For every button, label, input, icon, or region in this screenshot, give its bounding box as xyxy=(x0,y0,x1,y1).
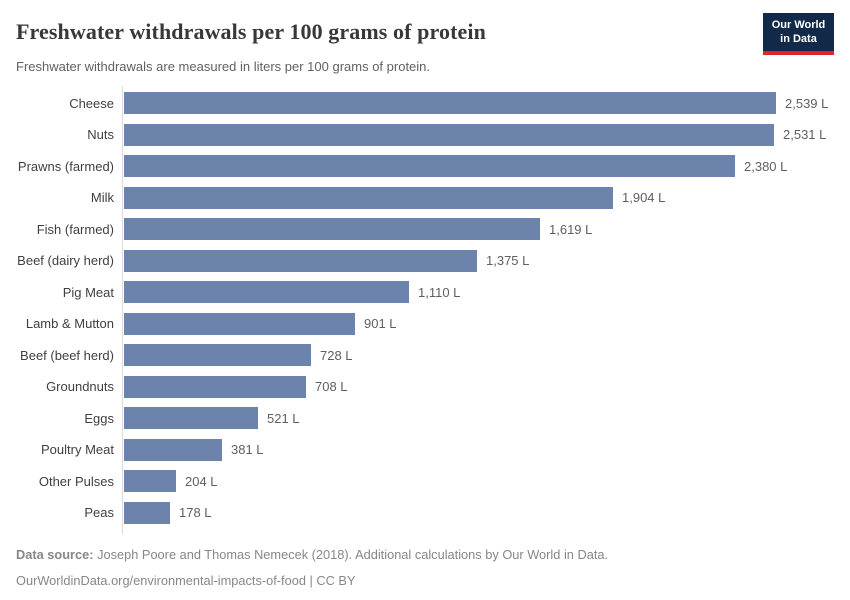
value-label: 2,539 L xyxy=(785,95,829,111)
category-label: Poultry Meat xyxy=(41,442,114,458)
y-axis-line xyxy=(122,85,123,534)
category-label: Pig Meat xyxy=(62,284,114,300)
bar-row: Pig Meat 1,110 L xyxy=(16,277,834,309)
category-label: Eggs xyxy=(84,410,114,426)
category-label: Other Pulses xyxy=(38,473,114,489)
page-title: Freshwater withdrawals per 100 grams of … xyxy=(16,19,486,44)
bar-track: 728 L xyxy=(124,340,834,372)
value-label: 901 L xyxy=(364,316,397,332)
bar-rows: Cheese 2,539 L Nuts 2,531 L Prawns (farmed) 2… xyxy=(16,88,834,529)
category-label: Prawns (farmed) xyxy=(17,158,114,174)
bar-track: 204 L xyxy=(124,466,834,498)
bar-track: 1,375 L xyxy=(124,245,834,277)
bar[interactable] xyxy=(124,407,258,430)
data-source-label: Data source: xyxy=(16,546,94,562)
category-label: Beef (beef herd) xyxy=(20,347,114,363)
bar-track: 2,531 L xyxy=(124,119,834,151)
bar-row: Nuts 2,531 L xyxy=(16,119,834,151)
value-label: 2,531 L xyxy=(783,127,827,143)
bar[interactable] xyxy=(124,186,613,209)
bar[interactable] xyxy=(124,281,409,304)
bar[interactable] xyxy=(124,375,306,398)
bar-track: 708 L xyxy=(124,371,834,403)
category-label: Lamb & Mutton xyxy=(25,316,114,332)
bar-track: 178 L xyxy=(124,497,834,529)
bar-row: Groundnuts 708 L xyxy=(16,371,834,403)
bar-chart: Cheese 2,539 L Nuts 2,531 L Prawns (farmed) 2… xyxy=(16,85,834,534)
bar-row: Peas 178 L xyxy=(16,497,834,529)
value-label: 1,904 L xyxy=(622,190,666,206)
bar-row: Milk 1,904 L xyxy=(16,182,834,214)
bar-row: Other Pulses 204 L xyxy=(16,466,834,498)
bar-row: Eggs 521 L xyxy=(16,403,834,435)
chart-footer: Data source: Joseph Poore and Thomas Nem… xyxy=(16,546,834,591)
bar-track: 1,110 L xyxy=(124,277,834,309)
owid-logo-line2: in Data xyxy=(780,33,817,46)
bar-track: 381 L xyxy=(124,434,834,466)
bar-track: 1,904 L xyxy=(124,182,834,214)
bar[interactable] xyxy=(124,249,477,272)
bar[interactable] xyxy=(124,123,774,146)
value-label: 204 L xyxy=(185,473,218,489)
bar-row: Prawns (farmed) 2,380 L xyxy=(16,151,834,183)
bar-track: 2,539 L xyxy=(124,88,834,120)
value-label: 728 L xyxy=(320,347,353,363)
bar-row: Lamb & Mutton 901 L xyxy=(16,308,834,340)
category-label: Groundnuts xyxy=(46,379,114,395)
value-label: 1,375 L xyxy=(486,253,530,269)
value-label: 1,110 L xyxy=(418,284,461,300)
data-source-text: Joseph Poore and Thomas Nemecek (2018). … xyxy=(93,546,609,562)
bar[interactable] xyxy=(124,470,176,493)
category-label: Fish (farmed) xyxy=(36,221,114,237)
data-source-line: Data source: Joseph Poore and Thomas Nem… xyxy=(16,546,834,565)
category-label: Milk xyxy=(90,190,114,206)
bar[interactable] xyxy=(124,92,776,115)
bar-row: Fish (farmed) 1,619 L xyxy=(16,214,834,246)
chart-header: Freshwater withdrawals per 100 grams of … xyxy=(16,13,834,76)
value-label: 708 L xyxy=(315,379,348,395)
category-label: Nuts xyxy=(87,127,114,143)
bar[interactable] xyxy=(124,438,222,461)
bar[interactable] xyxy=(124,155,735,178)
value-label: 2,380 L xyxy=(744,158,788,174)
owid-logo-red-bar xyxy=(763,50,834,55)
category-label: Cheese xyxy=(69,95,114,111)
bar-row: Poultry Meat 381 L xyxy=(16,434,834,466)
bar-row: Beef (beef herd) 728 L xyxy=(16,340,834,372)
value-label: 1,619 L xyxy=(549,221,593,237)
category-label: Beef (dairy herd) xyxy=(17,253,114,269)
value-label: 178 L xyxy=(179,505,212,521)
bar[interactable] xyxy=(124,218,540,241)
chart-subtitle: Freshwater withdrawals are measured in l… xyxy=(16,58,431,74)
bar-track: 2,380 L xyxy=(124,151,834,183)
bar-row: Cheese 2,539 L xyxy=(16,88,834,120)
bar-track: 1,619 L xyxy=(124,214,834,246)
bar[interactable] xyxy=(124,501,170,524)
value-label: 381 L xyxy=(231,442,264,458)
bar-track: 521 L xyxy=(124,403,834,435)
owid-logo[interactable]: Our World in Data xyxy=(763,13,834,55)
license-line: OurWorldinData.org/environmental-impacts… xyxy=(16,573,356,589)
category-label: Peas xyxy=(84,505,114,521)
bar[interactable] xyxy=(124,344,311,367)
value-label: 521 L xyxy=(267,410,300,426)
bar-row: Beef (dairy herd) 1,375 L xyxy=(16,245,834,277)
owid-logo-line1: Our World xyxy=(771,19,826,31)
owid-logo-text: Our World in Data xyxy=(763,13,834,51)
bar-track: 901 L xyxy=(124,308,834,340)
bar[interactable] xyxy=(124,312,355,335)
